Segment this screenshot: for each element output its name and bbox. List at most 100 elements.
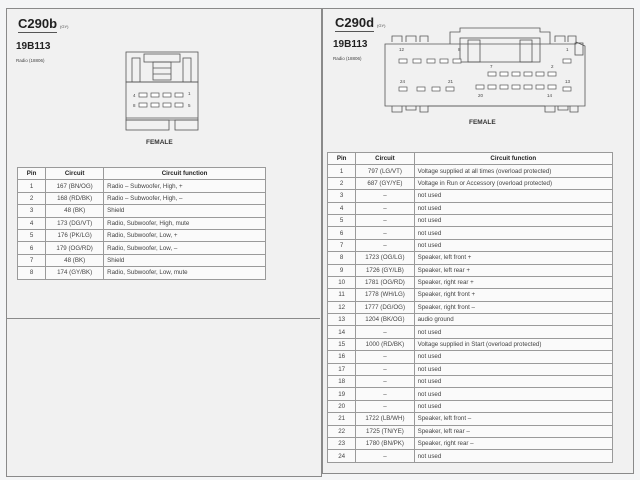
table-row: 5– not used [326, 213, 614, 228]
function-cell: Speaker, right rear + [413, 275, 614, 290]
function-cell: Speaker, right rear – [413, 436, 614, 451]
circuit-cell: 174 (GY/BK) [45, 266, 105, 280]
pin-cell: 3 [16, 204, 47, 218]
pin-label: 21 [448, 79, 454, 84]
table-header-row: Pin Circuit Circuit function [326, 151, 614, 166]
pin-label: 8 [133, 103, 136, 108]
circuit-cell: – [355, 189, 415, 203]
pin-cell: 2 [326, 176, 357, 191]
table-row: 10 1781 (OG/RD) Speaker, right rear + [326, 275, 614, 290]
pin-label: 8 [458, 47, 461, 52]
pin-cell: 8 [326, 251, 357, 265]
component-name: Radio (18806) [16, 58, 45, 63]
circuit-cell: 687 (GY/YE) [355, 176, 415, 191]
pin-cell: 4 [326, 201, 357, 215]
pin-label: 1 [566, 47, 569, 52]
pin-label: 24 [400, 79, 406, 84]
pin-cell: 5 [16, 228, 47, 243]
pin-label: 2 [551, 64, 554, 69]
circuit-cell: – [355, 399, 415, 414]
circuit-cell: 179 (OG/RD) [45, 241, 105, 255]
function-cell: not used [413, 213, 614, 228]
pin-cell: 9 [326, 263, 357, 277]
circuit-cell: 1780 (BN/PK) [355, 436, 415, 451]
pin-cell: 2 [16, 191, 47, 206]
part-number: 19B113 [333, 39, 368, 50]
circuit-cell: 168 (RD/BK) [45, 191, 105, 206]
circuit-cell: – [355, 449, 415, 463]
circuit-cell: – [355, 375, 415, 389]
table-row: 12 1777 (DG/OG) Speaker, right front – [326, 300, 614, 315]
table-row: 21 1722 (LB/WH) Speaker, left front – [326, 412, 614, 426]
circuit-cell: 48 (BK) [45, 253, 105, 268]
table-row: 20– not used [326, 399, 614, 414]
column-header: Circuit function [103, 166, 266, 181]
connector-c290d-diagram: 12 8 1 7 2 24 21 13 20 14 [384, 27, 586, 113]
table-row: 22 1725 (TN/YE) Speaker, left rear – [326, 424, 614, 439]
pin-cell: 11 [326, 288, 357, 302]
table-row: 14– not used [326, 325, 614, 339]
pin-label: 14 [547, 93, 553, 98]
gender-label: FEMALE [146, 139, 173, 146]
table-row: 13 1204 (BK/OG) audio ground [326, 313, 614, 327]
function-cell: Speaker, left rear – [413, 424, 614, 439]
connector-id: C290d [335, 15, 375, 32]
table-row: 3– not used [326, 189, 614, 203]
circuit-cell: 1725 (TN/YE) [355, 424, 415, 439]
table-row: 6 179 (OG/RD) Radio, Subwoofer, Low, – [16, 241, 266, 255]
pin-cell: 24 [326, 449, 357, 463]
pin-label: 7 [490, 64, 493, 69]
circuit-cell: 1722 (LB/WH) [355, 412, 415, 426]
pin-cell: 14 [326, 325, 357, 339]
circuit-cell: 167 (BN/OG) [45, 179, 105, 193]
pin-cell: 6 [326, 226, 357, 240]
pin-cell: 22 [326, 424, 357, 439]
table-row: 7– not used [326, 238, 614, 253]
function-cell: Shield [103, 204, 266, 218]
circuit-cell: 1781 (OG/RD) [355, 275, 415, 290]
pin-cell: 7 [326, 238, 357, 253]
function-cell: Speaker, left front – [413, 412, 614, 426]
circuit-cell: – [355, 325, 415, 339]
function-cell: Speaker, right front – [413, 300, 614, 315]
function-cell: Speaker, left front + [413, 251, 614, 265]
column-header: Circuit [355, 151, 415, 166]
connector-id: C290b [18, 16, 58, 33]
pin-cell: 19 [326, 387, 357, 401]
circuit-cell: – [355, 238, 415, 253]
table-row: 4– not used [326, 201, 614, 215]
table-row: 17– not used [326, 362, 614, 377]
pin-cell: 23 [326, 436, 357, 451]
function-cell: not used [413, 362, 614, 377]
column-header: Circuit [45, 166, 105, 181]
function-cell: not used [413, 238, 614, 253]
table-row: 8 174 (GY/BK) Radio, Subwoofer, Low, mute [16, 266, 266, 280]
color-tag: (GY) [60, 24, 69, 29]
pin-cell: 1 [16, 179, 47, 193]
table-row: 5 176 (PK/LG) Radio, Subwoofer, Low, + [16, 228, 266, 243]
pin-label: 13 [565, 79, 571, 84]
table-row: 1 797 (LG/VT) Voltage supplied at all time… [326, 164, 614, 178]
column-header: Circuit function [413, 151, 614, 166]
circuit-cell: 1777 (DG/OG) [355, 300, 415, 315]
function-cell: Radio, Subwoofer, Low, mute [103, 266, 266, 280]
table-row: 1 167 (BN/OG) Radio – Subwoofer, High, + [16, 179, 266, 193]
circuit-cell: – [355, 226, 415, 240]
function-cell: audio ground [413, 313, 614, 327]
circuit-cell: 1723 (OG/LG) [355, 251, 415, 265]
table-row: 24– not used [326, 449, 614, 463]
pin-label: 20 [478, 93, 484, 98]
color-tag: (GY) [377, 23, 386, 28]
right-pinout-table: Pin Circuit Circuit function 1 797 (LG/VT) Vo… [326, 151, 614, 463]
table-row: 2 687 (GY/YE) Voltage in Run or Accessory … [326, 176, 614, 191]
column-header: Pin [16, 166, 47, 181]
function-cell: not used [413, 189, 614, 203]
pin-cell: 21 [326, 412, 357, 426]
function-cell: Radio – Subwoofer, High, – [103, 191, 266, 206]
pin-label: 4 [133, 93, 136, 98]
circuit-cell: 1778 (WH/LG) [355, 288, 415, 302]
circuit-cell: – [355, 213, 415, 228]
pin-cell: 5 [326, 213, 357, 228]
component-name: Radio (18806) [333, 56, 362, 61]
function-cell: Radio, Subwoofer, Low, + [103, 228, 266, 243]
